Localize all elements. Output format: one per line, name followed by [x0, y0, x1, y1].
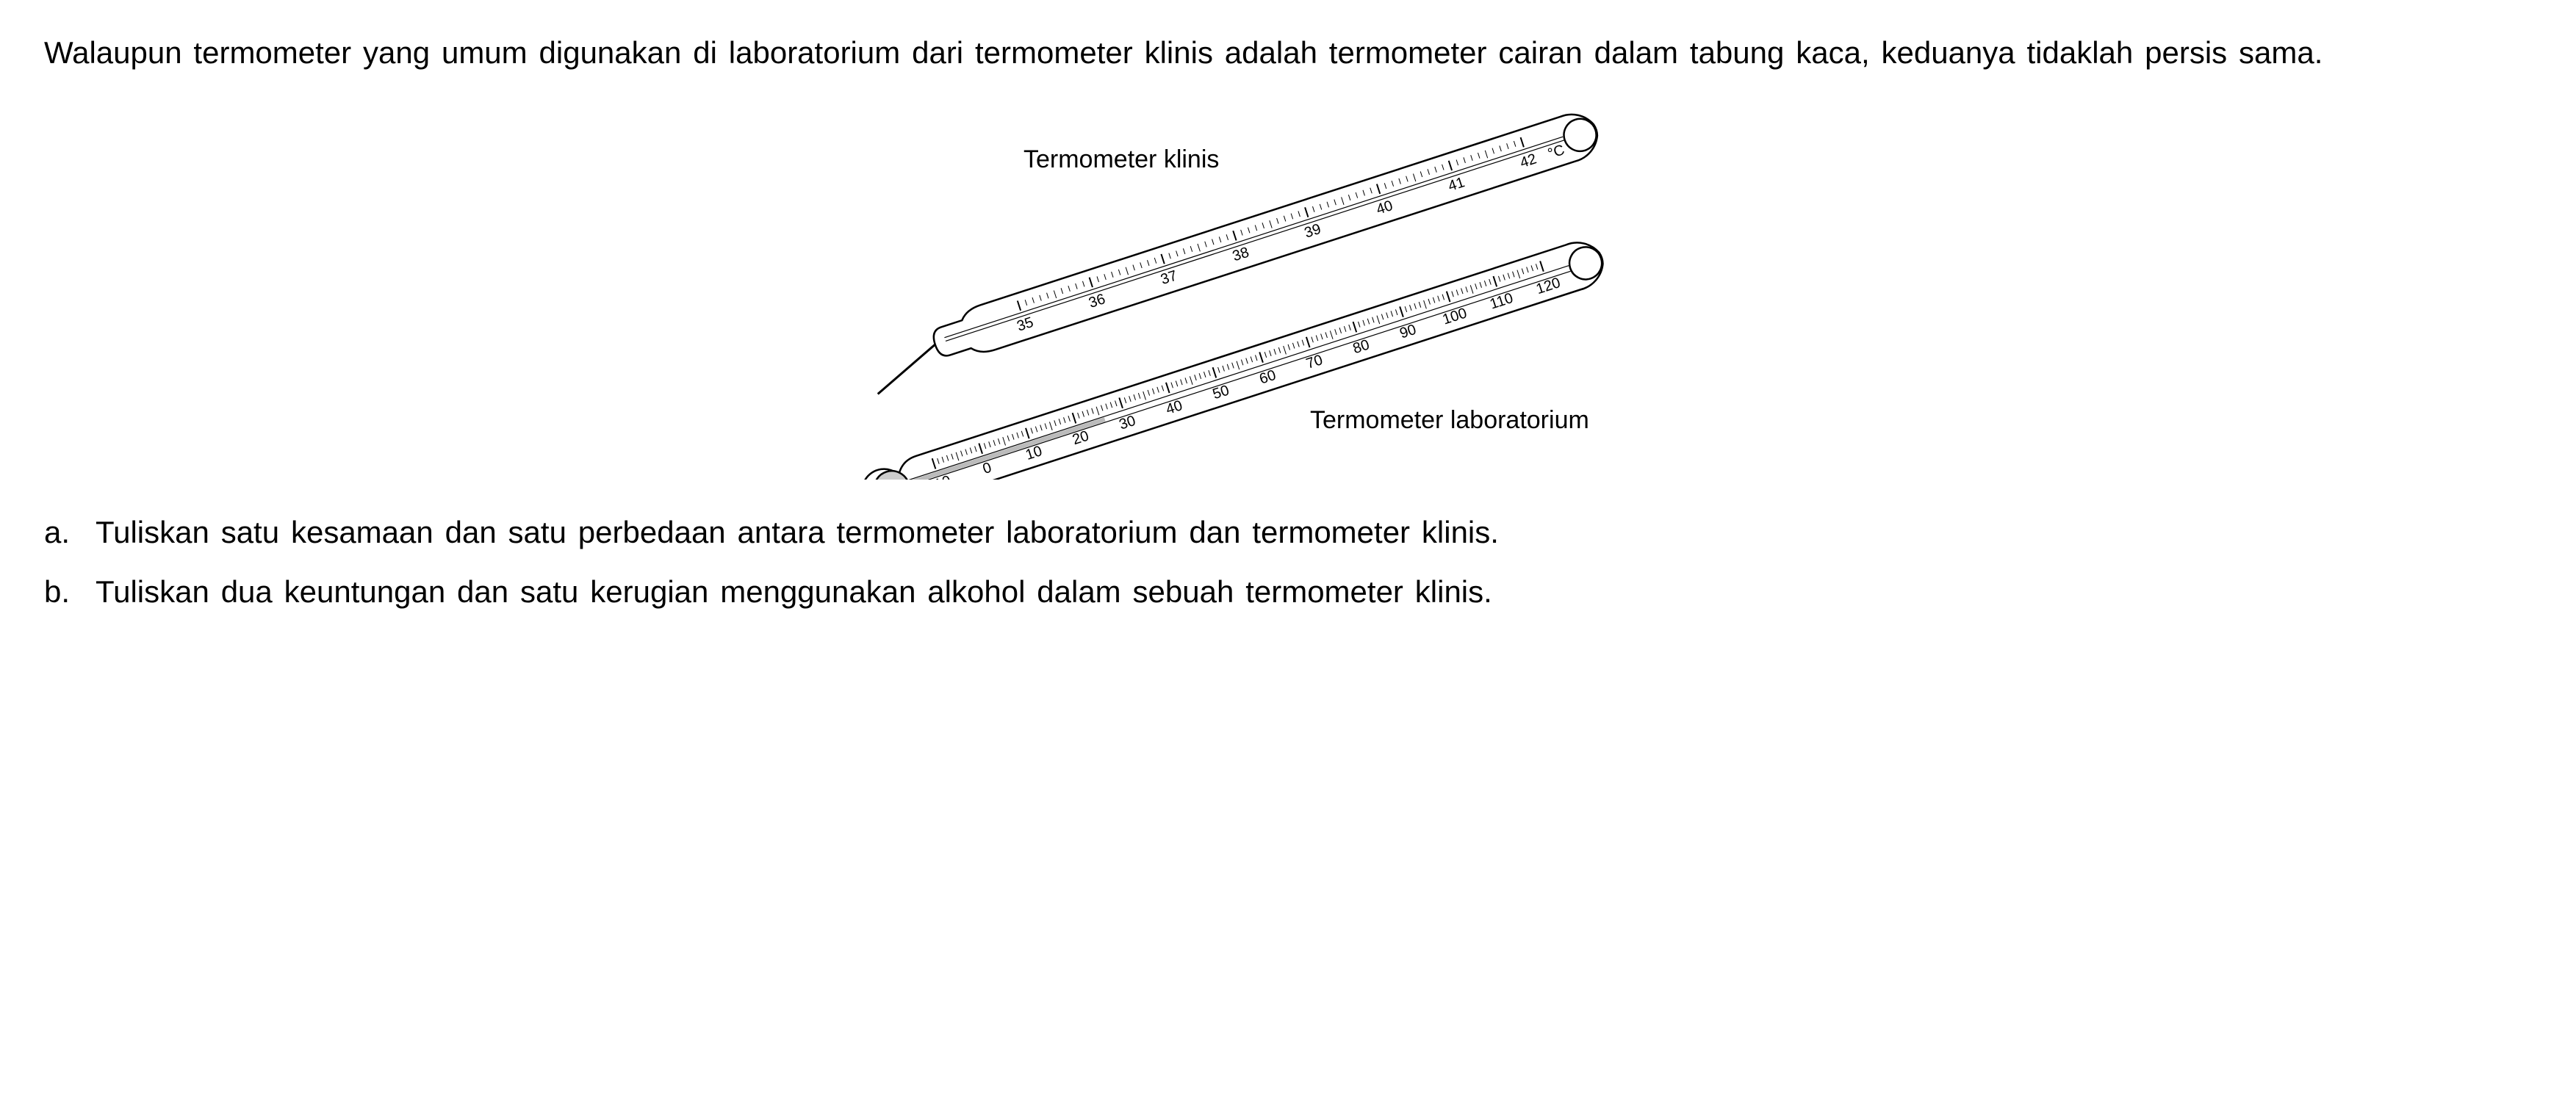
question-a-text: Tuliskan satu kesamaan dan satu perbedaa…	[96, 509, 2532, 555]
question-b-text: Tuliskan dua keuntungan dan satu kerugia…	[96, 568, 2532, 615]
clinical-thermometer: 3536373839404142°C	[861, 107, 1605, 394]
question-b-label: b.	[44, 568, 96, 615]
clinical-thermometer-label: Termometer klinis	[1023, 145, 1219, 173]
laboratory-thermometer-label: Termometer laboratorium	[1310, 406, 1589, 434]
question-b: b. Tuliskan dua keuntungan dan satu keru…	[44, 568, 2532, 615]
thermometers-svg: Termometer klinis 3536373839404142°C	[700, 98, 1876, 480]
thermometer-figure: Termometer klinis 3536373839404142°C	[44, 98, 2532, 480]
question-a: a. Tuliskan satu kesamaan dan satu perbe…	[44, 509, 2532, 555]
intro-paragraph: Walaupun termometer yang umum digunakan …	[44, 29, 2532, 76]
question-a-label: a.	[44, 509, 96, 555]
questions-list: a. Tuliskan satu kesamaan dan satu perbe…	[44, 509, 2532, 615]
